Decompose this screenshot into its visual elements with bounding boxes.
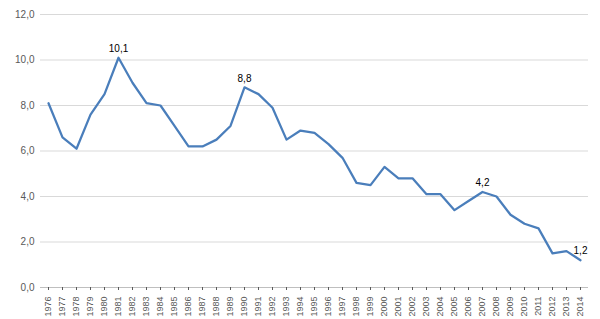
svg-text:1987: 1987 bbox=[197, 297, 207, 317]
svg-text:12,0: 12,0 bbox=[15, 9, 35, 20]
svg-text:1994: 1994 bbox=[295, 297, 305, 317]
svg-text:1977: 1977 bbox=[57, 297, 67, 317]
svg-text:1999: 1999 bbox=[365, 297, 375, 317]
svg-text:4,0: 4,0 bbox=[21, 191, 35, 202]
svg-text:2006: 2006 bbox=[463, 297, 473, 317]
svg-text:1981: 1981 bbox=[113, 297, 123, 317]
svg-text:1986: 1986 bbox=[183, 297, 193, 317]
svg-text:1993: 1993 bbox=[281, 297, 291, 317]
svg-text:2004: 2004 bbox=[435, 297, 445, 317]
svg-text:1995: 1995 bbox=[309, 297, 319, 317]
svg-text:1978: 1978 bbox=[71, 297, 81, 317]
svg-text:1989: 1989 bbox=[225, 297, 235, 317]
svg-text:0,0: 0,0 bbox=[21, 282, 35, 293]
svg-text:1984: 1984 bbox=[155, 297, 165, 317]
svg-text:1988: 1988 bbox=[211, 297, 221, 317]
svg-text:10,0: 10,0 bbox=[15, 54, 35, 65]
svg-text:1997: 1997 bbox=[337, 297, 347, 317]
svg-text:1991: 1991 bbox=[253, 297, 263, 317]
svg-text:2012: 2012 bbox=[547, 297, 557, 317]
svg-text:2005: 2005 bbox=[449, 297, 459, 317]
svg-text:1996: 1996 bbox=[323, 297, 333, 317]
svg-text:1992: 1992 bbox=[267, 297, 277, 317]
svg-text:2003: 2003 bbox=[421, 297, 431, 317]
svg-text:2000: 2000 bbox=[379, 297, 389, 317]
svg-text:1982: 1982 bbox=[127, 297, 137, 317]
svg-text:1979: 1979 bbox=[85, 297, 95, 317]
svg-text:8,0: 8,0 bbox=[21, 100, 35, 111]
svg-text:2011: 2011 bbox=[533, 297, 543, 316]
svg-text:2001: 2001 bbox=[393, 297, 403, 317]
svg-text:1980: 1980 bbox=[99, 297, 109, 317]
svg-text:1998: 1998 bbox=[351, 297, 361, 317]
svg-text:2010: 2010 bbox=[519, 297, 529, 317]
svg-text:2008: 2008 bbox=[491, 297, 501, 317]
svg-text:10,1: 10,1 bbox=[109, 43, 129, 54]
svg-text:1983: 1983 bbox=[141, 297, 151, 317]
svg-text:4,2: 4,2 bbox=[476, 177, 490, 188]
svg-text:2013: 2013 bbox=[561, 297, 571, 317]
svg-text:8,8: 8,8 bbox=[238, 73, 252, 84]
svg-text:2014: 2014 bbox=[575, 297, 585, 317]
svg-text:2,0: 2,0 bbox=[21, 236, 35, 247]
svg-text:2007: 2007 bbox=[477, 297, 487, 317]
svg-text:2002: 2002 bbox=[407, 297, 417, 317]
svg-text:1985: 1985 bbox=[169, 297, 179, 317]
svg-text:1,2: 1,2 bbox=[574, 245, 588, 256]
svg-text:2009: 2009 bbox=[505, 297, 515, 317]
svg-text:1990: 1990 bbox=[239, 297, 249, 317]
svg-text:6,0: 6,0 bbox=[21, 145, 35, 156]
svg-text:1976: 1976 bbox=[43, 297, 53, 317]
